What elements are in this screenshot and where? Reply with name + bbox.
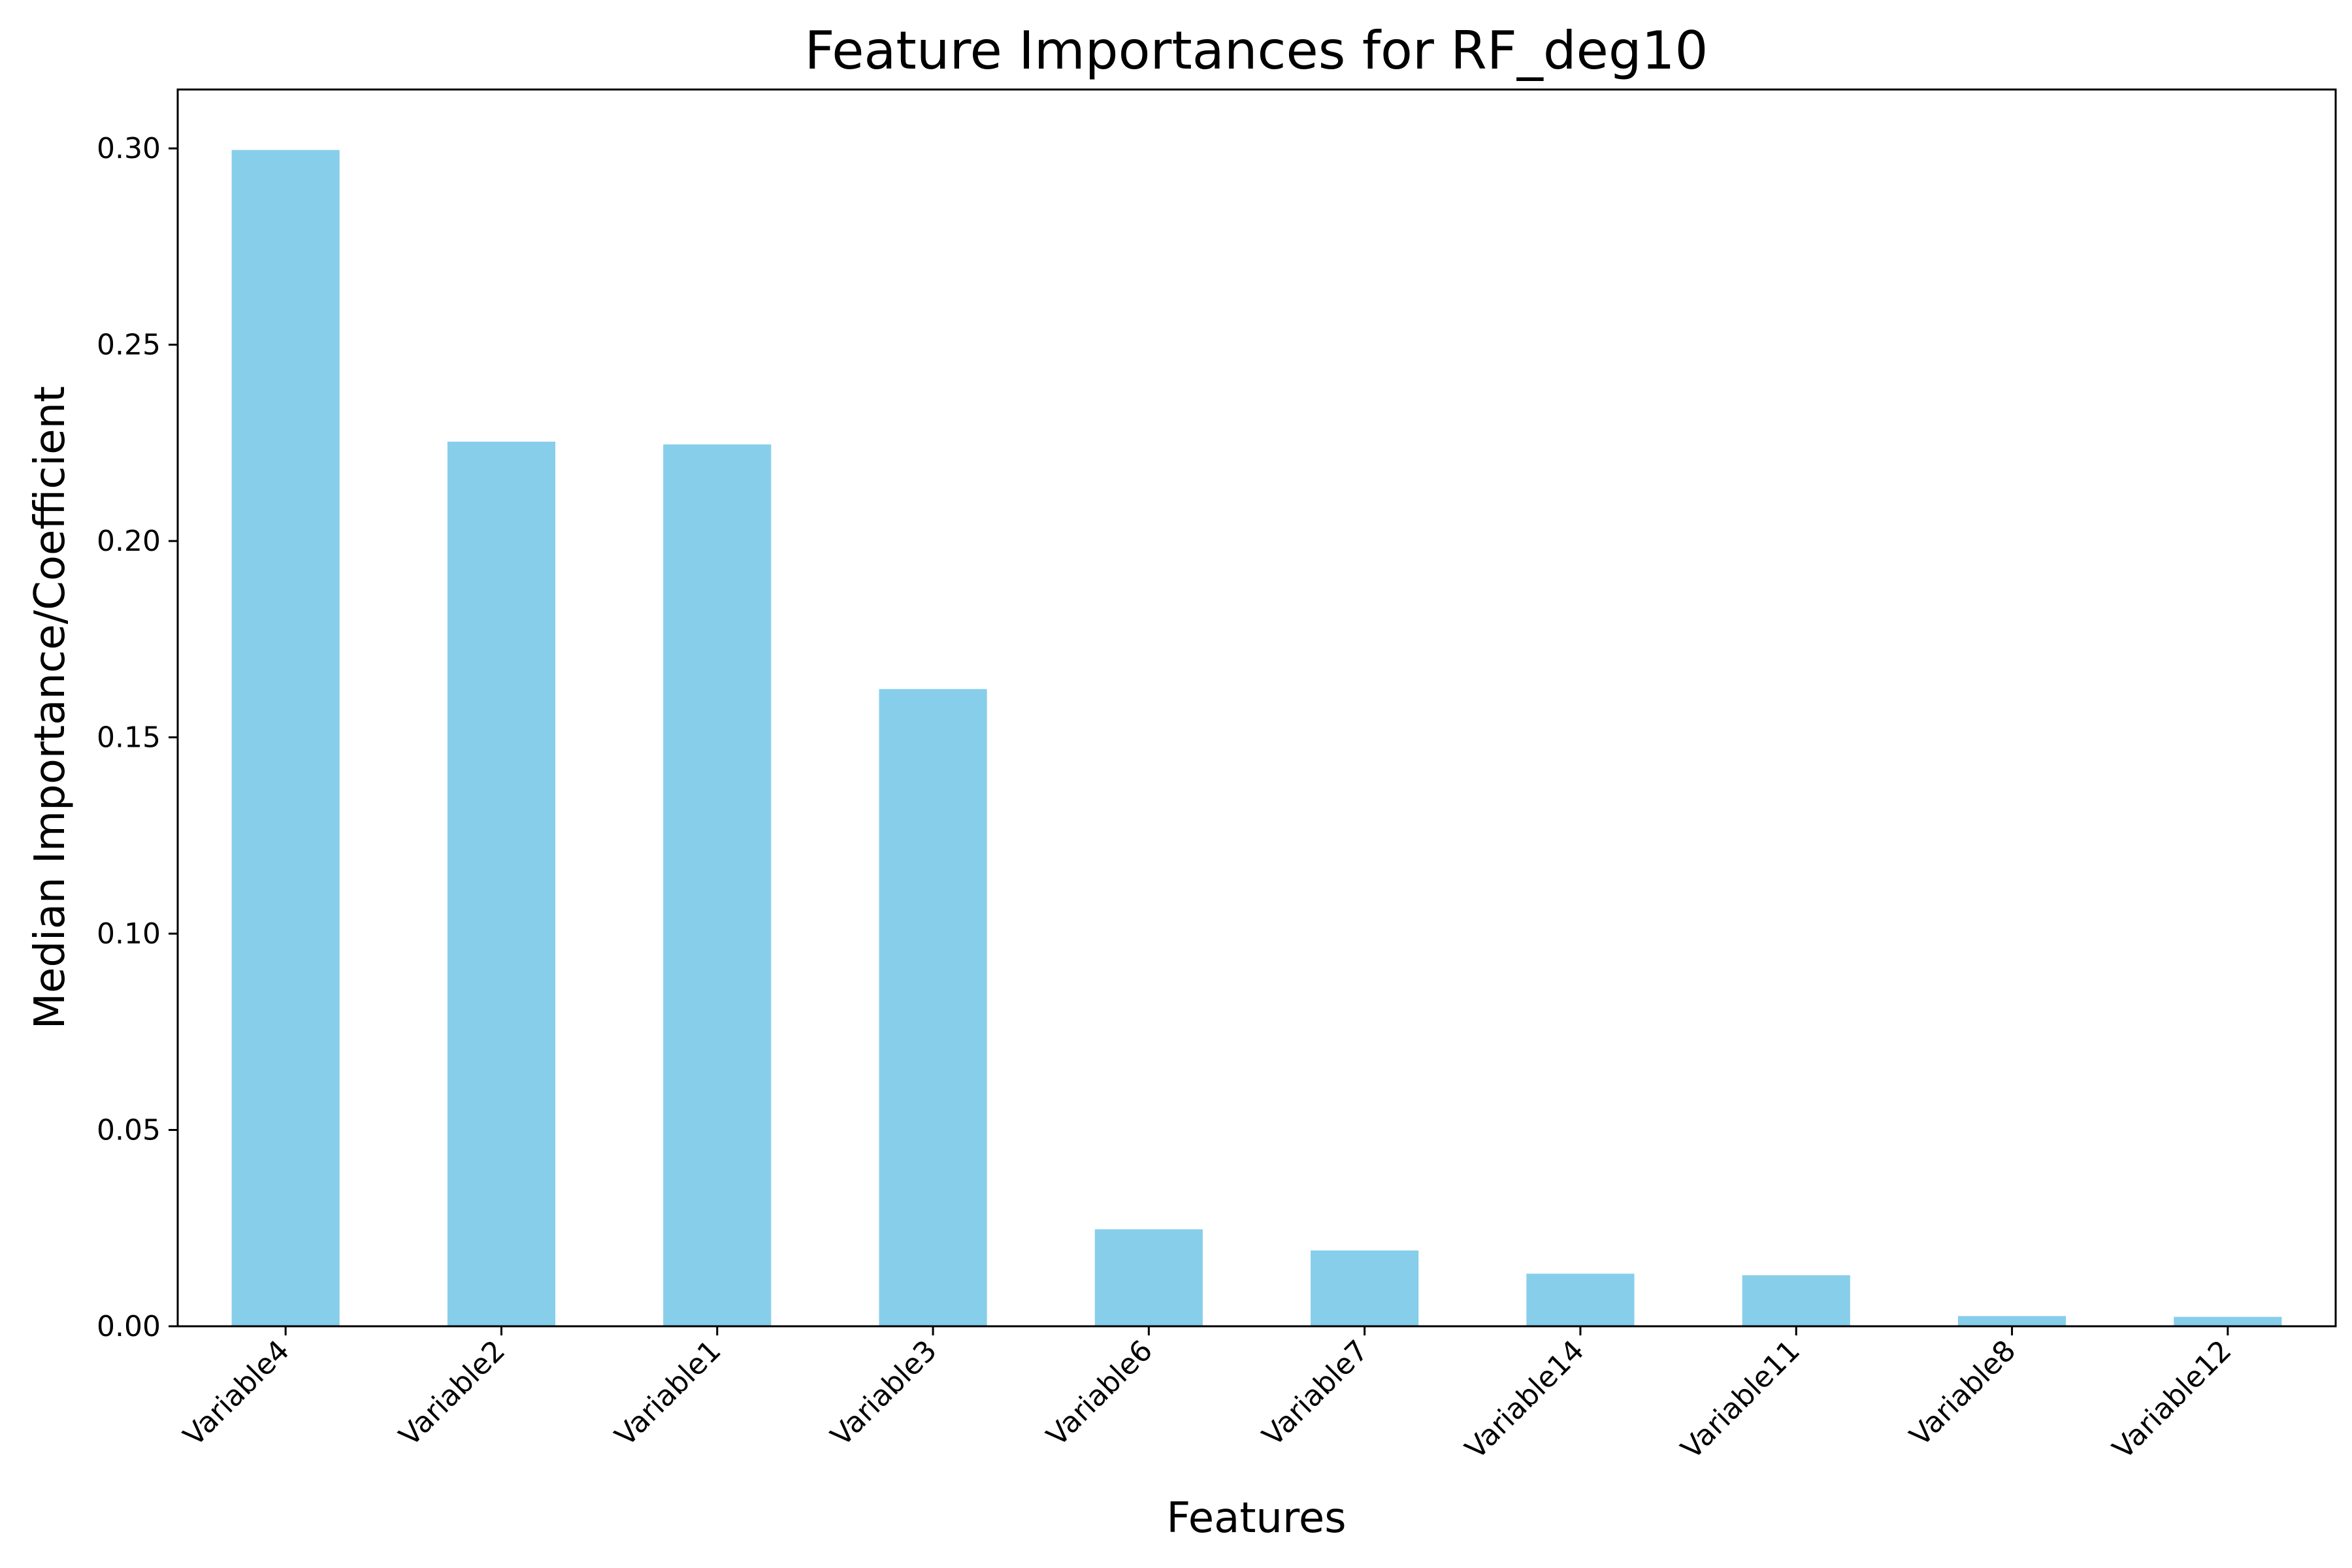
y-tick-label: 0.00	[97, 1310, 161, 1343]
bar-variable11	[1742, 1275, 1850, 1326]
bar-variable6	[1094, 1229, 1203, 1326]
bar-variable7	[1311, 1250, 1419, 1326]
y-tick-label: 0.15	[97, 721, 161, 755]
y-tick-label: 0.30	[97, 132, 161, 165]
y-axis-label: Median Importance/Coefficient	[26, 386, 74, 1030]
y-tick-label: 0.20	[97, 525, 161, 558]
axes-frame	[176, 88, 2337, 1328]
bar-variable12	[2174, 1316, 2282, 1326]
bar-variable1	[663, 444, 772, 1326]
y-tick-label: 0.25	[97, 329, 161, 362]
bar-variable4	[231, 150, 340, 1327]
chart-title: Feature Importances for RF_deg10	[805, 20, 1708, 81]
bar-variable2	[447, 442, 556, 1327]
y-tick-label: 0.05	[97, 1114, 161, 1147]
bar-variable14	[1526, 1273, 1635, 1326]
x-axis-label: Features	[1166, 1494, 1346, 1543]
bar-variable3	[879, 689, 987, 1326]
bar-variable8	[1957, 1316, 2066, 1326]
y-tick-label: 0.10	[97, 917, 161, 951]
